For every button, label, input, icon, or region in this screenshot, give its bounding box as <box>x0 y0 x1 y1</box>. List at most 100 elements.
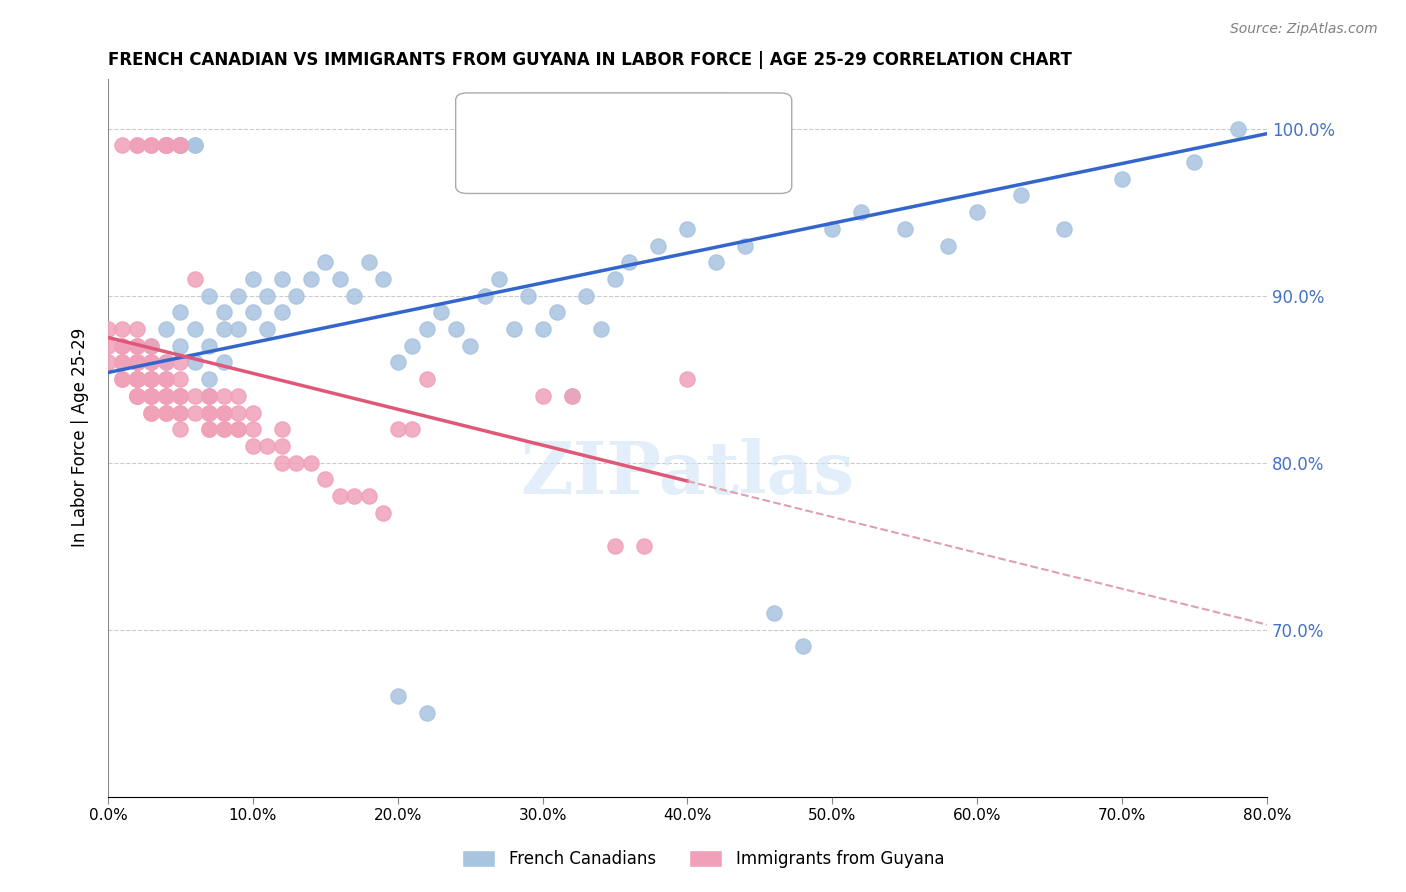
Point <box>285 456 308 470</box>
Text: FRENCH CANADIAN VS IMMIGRANTS FROM GUYANA IN LABOR FORCE | AGE 25-29 CORRELATION: FRENCH CANADIAN VS IMMIGRANTS FROM GUYAN… <box>108 51 1071 69</box>
Point <box>966 205 988 219</box>
Point <box>125 372 148 386</box>
Point <box>357 255 380 269</box>
Point <box>299 272 322 286</box>
Point <box>125 389 148 403</box>
Point <box>155 322 177 336</box>
Point <box>228 322 250 336</box>
Point <box>198 406 221 420</box>
Point <box>212 422 235 436</box>
Point <box>314 255 336 269</box>
Point <box>198 422 221 436</box>
Point <box>125 355 148 369</box>
Point <box>212 322 235 336</box>
Point <box>270 422 292 436</box>
Point <box>387 690 409 704</box>
Point <box>633 539 655 553</box>
Point <box>155 138 177 153</box>
Point <box>184 272 207 286</box>
Point <box>517 288 540 302</box>
Point <box>125 322 148 336</box>
Point <box>155 138 177 153</box>
Point <box>141 372 163 386</box>
Point <box>357 489 380 503</box>
Point <box>589 322 612 336</box>
Point <box>387 422 409 436</box>
Point <box>575 288 598 302</box>
Point <box>242 272 264 286</box>
Point <box>415 706 437 721</box>
Point <box>141 138 163 153</box>
Point <box>169 138 191 153</box>
Point <box>169 372 191 386</box>
Point <box>270 439 292 453</box>
Point <box>97 322 120 336</box>
Point <box>169 389 191 403</box>
Point <box>169 138 191 153</box>
Text: Source: ZipAtlas.com: Source: ZipAtlas.com <box>1230 22 1378 37</box>
Point <box>111 355 134 369</box>
Point <box>141 372 163 386</box>
Point <box>198 422 221 436</box>
Point <box>285 288 308 302</box>
Point <box>270 272 292 286</box>
Point <box>228 288 250 302</box>
Point <box>141 372 163 386</box>
Point <box>141 372 163 386</box>
Point <box>155 372 177 386</box>
Point <box>155 138 177 153</box>
Point <box>1111 171 1133 186</box>
Point <box>155 406 177 420</box>
FancyBboxPatch shape <box>456 93 792 194</box>
Point <box>299 456 322 470</box>
Point <box>198 389 221 403</box>
Point <box>111 355 134 369</box>
Point <box>169 138 191 153</box>
Point <box>111 322 134 336</box>
Point <box>141 389 163 403</box>
Point <box>228 389 250 403</box>
Point <box>603 272 626 286</box>
Point <box>242 305 264 319</box>
Point <box>401 339 423 353</box>
Point <box>155 138 177 153</box>
Point <box>212 355 235 369</box>
Point <box>169 355 191 369</box>
Point <box>125 389 148 403</box>
Point <box>169 138 191 153</box>
Point <box>141 389 163 403</box>
Point <box>155 389 177 403</box>
Text: ZIPatlas: ZIPatlas <box>520 438 855 509</box>
Point <box>488 272 510 286</box>
Point <box>458 339 481 353</box>
Point <box>141 389 163 403</box>
Point <box>155 355 177 369</box>
Point <box>256 322 278 336</box>
Point <box>141 389 163 403</box>
Point <box>198 288 221 302</box>
Point <box>198 339 221 353</box>
Point <box>125 355 148 369</box>
Point <box>474 288 496 302</box>
Point <box>141 372 163 386</box>
Point <box>155 372 177 386</box>
Point <box>851 205 873 219</box>
Point <box>821 222 844 236</box>
Point <box>155 406 177 420</box>
Point <box>706 255 728 269</box>
Point <box>1010 188 1032 202</box>
Point <box>792 640 814 654</box>
Point <box>531 322 554 336</box>
Point <box>125 372 148 386</box>
Point <box>169 406 191 420</box>
Point <box>125 372 148 386</box>
Point <box>198 389 221 403</box>
Point <box>125 138 148 153</box>
Point <box>256 288 278 302</box>
Point <box>141 355 163 369</box>
Point <box>141 138 163 153</box>
Point <box>212 389 235 403</box>
Point <box>242 422 264 436</box>
Point <box>561 389 583 403</box>
Point <box>619 255 641 269</box>
